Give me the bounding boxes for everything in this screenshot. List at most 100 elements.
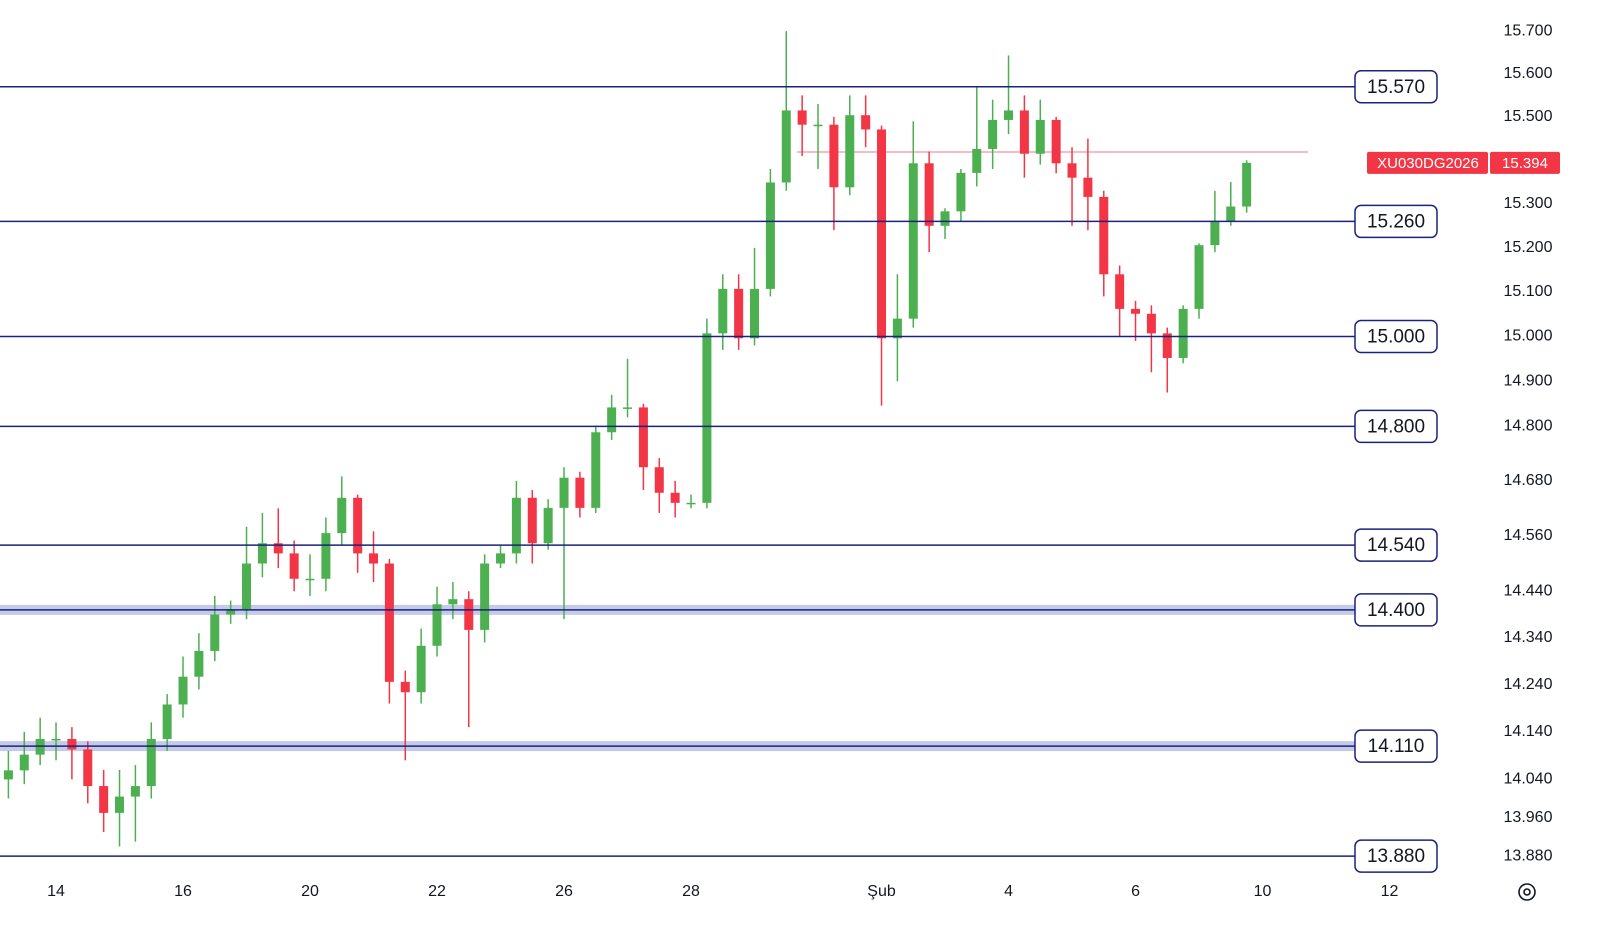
- candle-body: [496, 553, 506, 564]
- candle-body: [638, 407, 648, 468]
- candle-body: [1051, 119, 1061, 164]
- candle-body: [99, 786, 109, 813]
- candle-body: [543, 507, 553, 544]
- candle-body: [1146, 313, 1156, 334]
- settings-ring: [1518, 883, 1536, 901]
- symbol-tag: [1367, 151, 1488, 174]
- y-tick-label: 15.600: [1504, 65, 1553, 82]
- x-tick-label: 12: [1381, 883, 1399, 900]
- level-label-box: [1354, 593, 1438, 627]
- y-tick-label: 14.240: [1504, 676, 1553, 693]
- level-label-box: [1354, 204, 1438, 239]
- candle-body: [575, 477, 585, 508]
- level-label: 14.110: [1368, 736, 1425, 757]
- candle-body: [337, 497, 347, 534]
- candle-body: [1178, 308, 1188, 358]
- candle-body: [1242, 162, 1252, 207]
- x-tick-label: 16: [174, 883, 192, 900]
- x-tick-label: 22: [428, 883, 446, 900]
- candle-body: [115, 796, 125, 813]
- candle-body: [432, 604, 442, 646]
- y-tick-label: 13.960: [1504, 809, 1553, 826]
- candle-body: [464, 599, 474, 630]
- candle-body: [130, 786, 140, 797]
- level-label-box: [1354, 409, 1438, 444]
- y-tick-label: 15.000: [1504, 328, 1553, 345]
- candle-body: [511, 497, 521, 554]
- candle-body: [1067, 163, 1077, 178]
- x-tick-label: 26: [555, 883, 573, 900]
- candle-body: [400, 681, 410, 693]
- candle-body: [988, 119, 998, 149]
- candle-body: [178, 676, 188, 705]
- y-tick-label: 15.500: [1504, 108, 1553, 125]
- candle-body: [924, 163, 934, 226]
- candle-body: [1099, 196, 1109, 275]
- candle-body: [956, 172, 966, 212]
- candle-body: [845, 115, 855, 188]
- y-tick-label: 15.700: [1504, 22, 1553, 39]
- candle-body: [19, 754, 29, 771]
- candle-body: [369, 553, 379, 564]
- candle-body: [321, 533, 331, 579]
- candle-body: [1194, 245, 1204, 309]
- level-label: 13.880: [1367, 846, 1425, 867]
- candle-body: [686, 502, 696, 505]
- level-label-box: [1354, 839, 1438, 873]
- candle-body: [289, 553, 299, 579]
- y-tick-label: 15.100: [1504, 283, 1553, 300]
- candle-body: [940, 211, 950, 226]
- candle-body: [67, 738, 77, 750]
- x-tick-label: 20: [301, 883, 319, 900]
- candle-body: [781, 110, 791, 183]
- x-tick-label: 4: [1004, 883, 1013, 900]
- candle-body: [83, 749, 93, 787]
- y-tick-label: 13.880: [1504, 847, 1553, 864]
- level-label: 14.540: [1367, 535, 1425, 556]
- candle-body: [3, 770, 13, 780]
- candle-body: [734, 288, 744, 339]
- candle-body: [765, 182, 775, 289]
- candle-body: [1035, 119, 1045, 154]
- candle-body: [273, 543, 283, 554]
- x-tick-label: 14: [47, 883, 65, 900]
- level-label: 14.800: [1367, 416, 1425, 437]
- candle-body: [384, 563, 394, 682]
- candle-body: [972, 148, 982, 173]
- candle-body: [257, 543, 267, 564]
- candle-body: [829, 124, 839, 188]
- y-tick-label: 14.040: [1504, 771, 1553, 788]
- candle-body: [559, 477, 569, 508]
- candle-body: [1019, 110, 1029, 154]
- candle-body: [1226, 206, 1236, 221]
- y-tick-label: 14.440: [1504, 583, 1553, 600]
- candle-body: [1004, 110, 1014, 120]
- y-tick-label: 14.800: [1504, 418, 1553, 435]
- y-tick-label: 14.900: [1504, 373, 1553, 390]
- candle-body: [654, 467, 664, 493]
- y-tick-label: 14.140: [1504, 723, 1553, 740]
- candle-body: [1210, 220, 1220, 246]
- settings-hub: [1523, 888, 1531, 896]
- candle-body: [146, 738, 156, 787]
- candle-body: [242, 563, 252, 610]
- candle-body: [702, 333, 712, 503]
- x-tick-label: 28: [682, 883, 700, 900]
- x-tick-label: Şub: [867, 883, 896, 900]
- y-tick-label: 15.300: [1504, 195, 1553, 212]
- candle-body: [480, 563, 490, 630]
- level-label-box: [1354, 69, 1438, 104]
- settings-icon[interactable]: [1518, 883, 1536, 901]
- candle-body: [797, 110, 807, 125]
- candle-body: [210, 614, 220, 651]
- candle-body: [305, 578, 315, 581]
- y-tick-label: 15.200: [1504, 239, 1553, 256]
- candle-body: [51, 738, 61, 741]
- candle-body: [448, 599, 458, 605]
- candle-body: [750, 288, 760, 339]
- symbol-label: XU030DG2026: [1377, 155, 1479, 172]
- candle-body: [1083, 177, 1093, 197]
- candle-body: [623, 407, 633, 409]
